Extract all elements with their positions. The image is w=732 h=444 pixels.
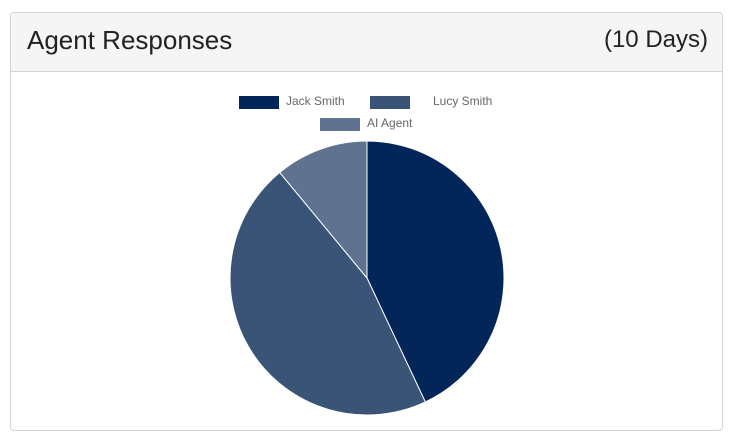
panel: Agent Responses (10 Days) [10, 12, 723, 431]
legend-label: AI Agent [367, 116, 413, 130]
legend-swatch [370, 96, 410, 109]
pie-slice [366, 140, 505, 403]
legend-swatch [239, 96, 279, 109]
legend-label: Lucy Smith [433, 94, 492, 108]
pie-slice [278, 140, 368, 280]
panel-header: Agent Responses (10 Days) [11, 13, 722, 72]
pie-slice [229, 171, 426, 416]
panel-title: Agent Responses [27, 25, 233, 55]
legend-swatch [320, 118, 360, 131]
legend-label: Jack Smith [286, 94, 345, 108]
panel-range: (10 Days) [603, 26, 708, 53]
